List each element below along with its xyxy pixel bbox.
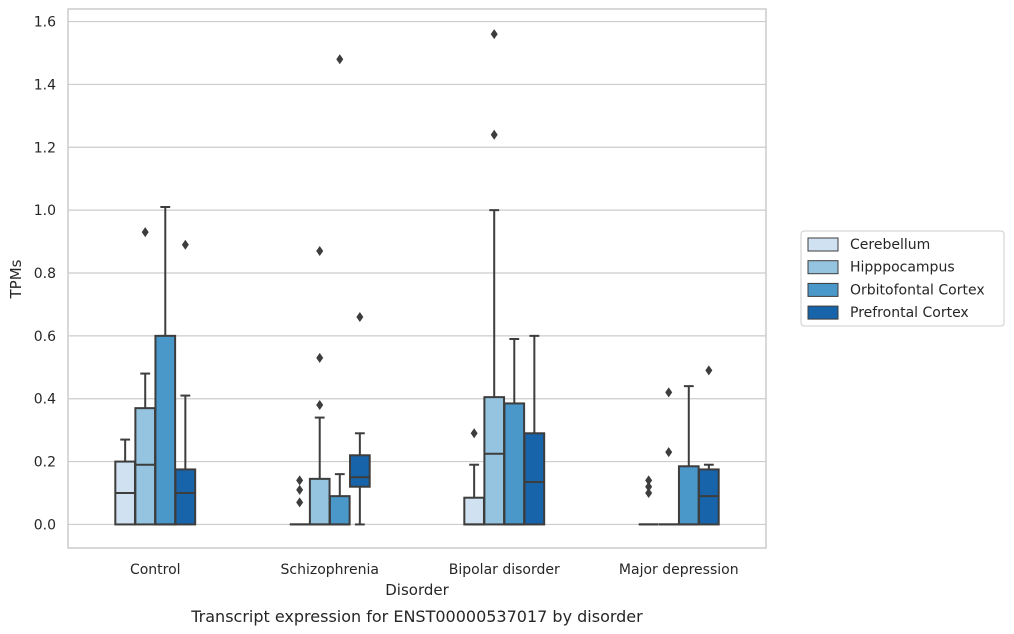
- box: [134, 407, 157, 526]
- outlier-point: [645, 481, 653, 492]
- plot-frame: [67, 8, 767, 549]
- outlier-point: [490, 29, 498, 40]
- box-plot-group: [134, 227, 157, 526]
- x-tick-labels: Control Schizophrenia Bipolar disorder Majo…: [130, 562, 739, 578]
- legend-item: Orbitofontal Cortex: [807, 282, 985, 298]
- legend-swatch: [807, 305, 839, 320]
- outlier-point: [296, 497, 304, 508]
- box-plot-group: [523, 334, 546, 526]
- box: [463, 496, 485, 526]
- box-plot-group: [658, 387, 679, 526]
- outlier-point: [705, 365, 713, 376]
- y-tick-label: 0.4: [34, 392, 56, 408]
- legend-swatch: [807, 282, 839, 297]
- box-plot-group: [328, 54, 351, 526]
- box: [154, 334, 177, 526]
- outlier-point: [665, 447, 673, 458]
- outlier-point: [316, 400, 324, 410]
- y-tick-label: 0.2: [34, 455, 56, 471]
- y-axis-label: TPMs: [7, 259, 25, 299]
- box: [349, 454, 371, 488]
- legend-item: Hipppocampus: [807, 260, 955, 276]
- y-tick-label: 1.0: [34, 203, 56, 219]
- outlier-point: [645, 475, 653, 486]
- outlier-point: [336, 54, 344, 65]
- box: [523, 432, 546, 526]
- y-tick-label: 0.6: [34, 329, 56, 345]
- outlier-point: [470, 428, 478, 439]
- box-plot-group: [503, 338, 526, 526]
- box-plot-group: [289, 475, 310, 526]
- outlier-point: [296, 484, 304, 495]
- legend-swatch: [807, 237, 839, 252]
- y-tick-label: 1.2: [34, 140, 56, 156]
- legend-item: Prefrontal Cortex: [807, 305, 969, 321]
- legend-label: Cerebellum: [850, 237, 930, 253]
- box-plot-group: [114, 438, 136, 526]
- outlier-point: [181, 239, 189, 250]
- legend: Cerebellum Hipppocampus Orbitofontal Corte…: [800, 230, 1005, 327]
- legend-item: Cerebellum: [807, 237, 930, 253]
- box-plot-group: [174, 239, 197, 526]
- box: [308, 477, 331, 526]
- box-plot-group: [638, 475, 659, 526]
- outlier-point: [490, 129, 498, 140]
- box-plot-group: [463, 428, 485, 526]
- legend-frame: [800, 230, 1005, 327]
- y-tick-label: 1.4: [34, 77, 56, 93]
- box-plot-group: [154, 206, 177, 526]
- outlier-point: [356, 312, 364, 322]
- plot-background: [68, 9, 766, 548]
- legend-label: Prefrontal Cortex: [850, 305, 969, 321]
- legend-swatch: [807, 260, 839, 275]
- box-plot-group: [483, 29, 506, 526]
- box: [677, 465, 700, 526]
- y-tick-label: 0.0: [34, 517, 56, 533]
- box: [483, 396, 506, 526]
- legend-entries: Cerebellum Hipppocampus Orbitofontal Corte…: [807, 237, 985, 321]
- outlier-point: [316, 246, 324, 256]
- x-tick-label: Schizophrenia: [281, 562, 379, 578]
- x-axis-label: Disorder: [385, 581, 449, 599]
- y-tick-label: 0.8: [34, 266, 56, 282]
- box: [174, 468, 197, 526]
- outlier-point: [141, 227, 149, 238]
- x-tick-label: Control: [130, 562, 181, 578]
- legend-label: Hipppocampus: [850, 260, 955, 276]
- y-tick-label: 1.6: [34, 15, 56, 31]
- box-groups: [114, 29, 720, 526]
- box-plot-group: [698, 365, 720, 526]
- chart-caption: Transcript expression for ENST0000053701…: [190, 607, 643, 626]
- box: [503, 402, 526, 526]
- outlier-point: [645, 488, 653, 498]
- x-tick-label: Major depression: [619, 562, 739, 578]
- box-plot-group: [349, 312, 371, 526]
- outlier-point: [316, 352, 324, 363]
- y-tick-labels: 0.0 0.2 0.4 0.6 0.8 1.0 1.2 1.4 1.6: [34, 15, 56, 534]
- outlier-point: [296, 475, 304, 486]
- outlier-point: [665, 387, 673, 398]
- x-tick-label: Bipolar disorder: [449, 562, 560, 578]
- box: [328, 495, 351, 526]
- legend-label: Orbitofontal Cortex: [850, 282, 985, 298]
